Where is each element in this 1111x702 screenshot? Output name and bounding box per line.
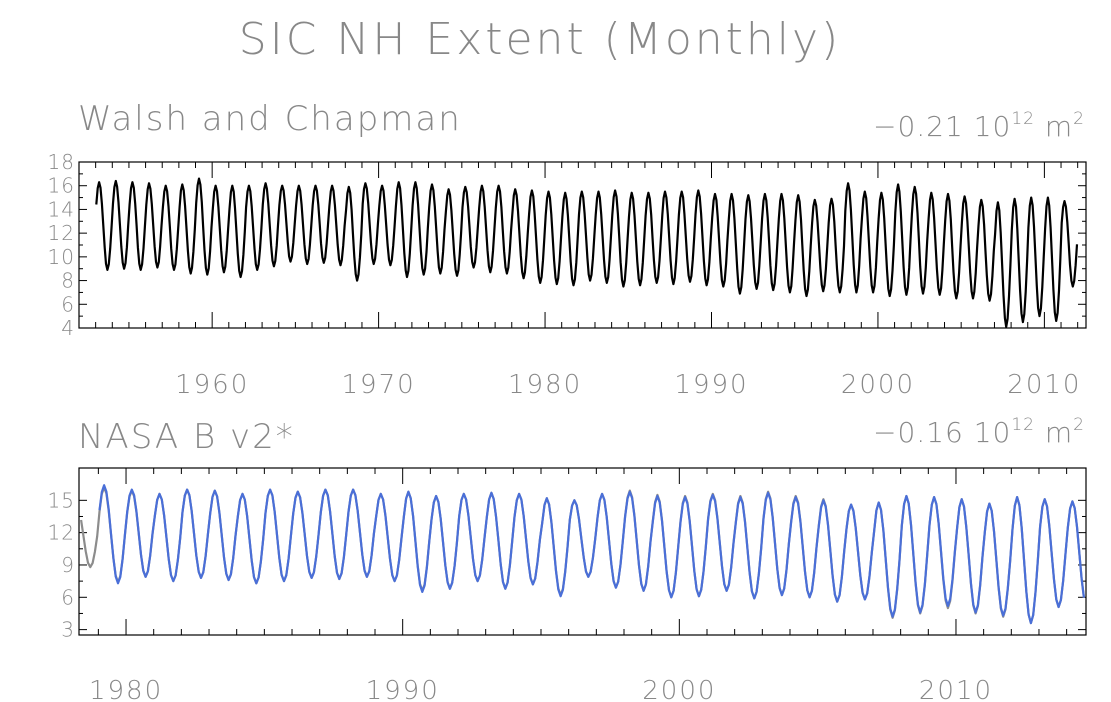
x-tick-label: 2010 [1007, 370, 1081, 400]
x-tick-label: 1970 [342, 370, 416, 400]
x-tick-label: 1980 [508, 370, 582, 400]
panel-1-unit-base: 10 [974, 110, 1012, 143]
panel-2-trend: −0.16 1012 m2 [873, 415, 1085, 449]
panel-2-unit-exp: 12 [1011, 415, 1035, 435]
series-line [95, 177, 1079, 328]
x-tick-label: 1980 [89, 676, 163, 702]
x-tick-label: 2000 [841, 370, 915, 400]
panel-2-title: NASA B v2* [78, 417, 295, 457]
y-tick-label: 6 [61, 292, 75, 316]
panel-1-series [95, 177, 1079, 328]
x-tick-label: 2010 [919, 676, 993, 702]
panel-2-unit-base: 10 [974, 416, 1012, 449]
panel-2-axes: 3 6 9 12 15 1980 1990 2000 2010 [48, 468, 1086, 702]
panel-2-trend-value: −0.16 [873, 416, 964, 449]
panel-walsh-chapman: Walsh and Chapman −0.21 1012 m2 46810121… [48, 99, 1087, 400]
panel-1-trend-value: −0.21 [873, 110, 964, 143]
y-tick-label: 14 [48, 197, 75, 221]
panel-1-unit-exp: 12 [1011, 109, 1035, 129]
y-tick-label: 15 [48, 488, 75, 512]
panel-2-frame [78, 467, 1087, 636]
panel-1-unit-suffix-exp: 2 [1073, 109, 1085, 129]
x-tick-label: 2000 [642, 676, 716, 702]
panel-1-title: Walsh and Chapman [78, 99, 462, 139]
y-tick-label: 10 [48, 245, 75, 269]
x-tick-label: 1990 [366, 676, 440, 702]
y-tick-label: 12 [48, 521, 75, 545]
y-tick-label: 18 [48, 150, 75, 174]
panel-2-unit-suffix-exp: 2 [1073, 415, 1085, 435]
series-line [98, 484, 1085, 625]
y-tick-label: 16 [48, 174, 75, 198]
panel-1-frame [78, 161, 1087, 329]
x-tick-label: 1960 [175, 370, 249, 400]
panel-1-trend: −0.21 1012 m2 [873, 109, 1085, 143]
figure-title: SIC NH Extent (Monthly) [239, 14, 841, 65]
y-tick-label: 12 [48, 221, 75, 245]
y-tick-label: 3 [61, 618, 75, 642]
panel-1-unit-suffix: m [1045, 110, 1073, 143]
y-tick-label: 9 [61, 553, 75, 577]
y-tick-label: 4 [61, 316, 75, 340]
y-tick-label: 8 [61, 269, 75, 293]
y-tick-label: 6 [61, 585, 75, 609]
panel-2-unit-suffix: m [1045, 416, 1073, 449]
panel-2-series [80, 484, 1085, 625]
x-tick-label: 1990 [674, 370, 748, 400]
